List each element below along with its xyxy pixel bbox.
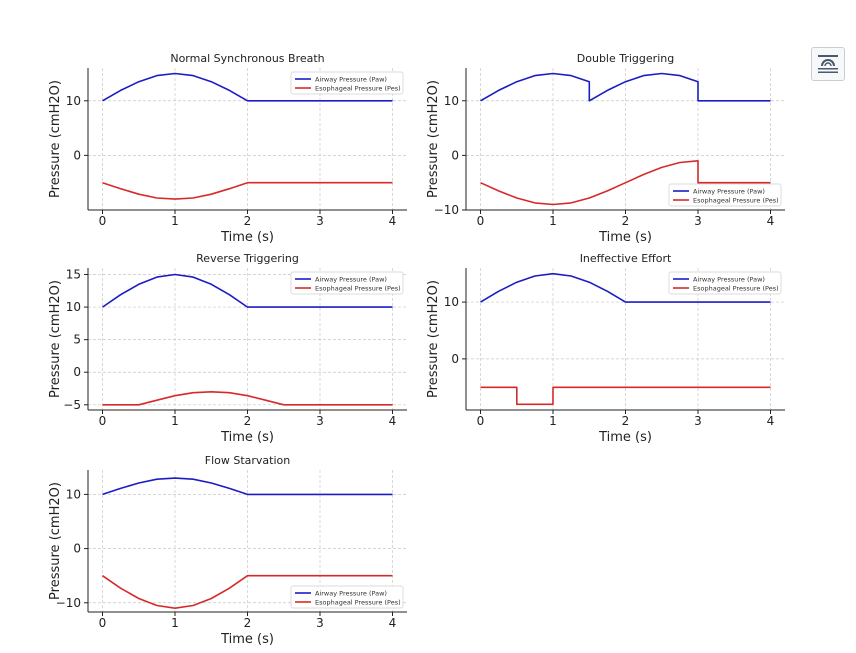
x-tick-label: 2	[622, 414, 630, 428]
legend-box	[290, 71, 404, 95]
x-tick-label: 0	[99, 616, 107, 630]
x-tick-label: 0	[99, 214, 107, 228]
x-tick-label: 4	[389, 214, 397, 228]
series-line-pes	[480, 160, 771, 206]
y-tick-label: −5	[63, 398, 81, 412]
series-line-paw	[102, 477, 393, 496]
y-tick-label: 10	[66, 94, 81, 108]
legend-label: Airway Pressure (Paw)	[693, 187, 765, 195]
series-line-pes	[102, 390, 393, 406]
chart-title: Reverse Triggering	[196, 252, 299, 265]
chart-panel: 0 1 2 3 4 0 10 Normal Synchronous Breath Time (s…	[48, 52, 407, 245]
document-icon	[818, 55, 838, 73]
document-view-button[interactable]	[811, 47, 845, 81]
x-tick-label: 1	[171, 414, 179, 428]
legend: Airway Pressure (Paw)Esophageal Pressure…	[290, 71, 404, 95]
y-tick-label: 0	[73, 148, 81, 162]
chart-panel: 0 1 2 3 4 −10 0 10 Flow Starvation Time (s) Pressu…	[48, 454, 407, 647]
chart-title: Normal Synchronous Breath	[170, 52, 324, 65]
y-tick-label: −10	[434, 203, 459, 217]
legend-label: Esophageal Pressure (Pes)	[315, 598, 401, 606]
chart-title: Double Triggering	[577, 52, 674, 65]
chart-panel: 0 1 2 3 4 −5 0 5 10 15 Reverse Triggering Time (s) P…	[48, 252, 407, 445]
x-tick-label: 3	[694, 414, 702, 428]
chart-panel: 0 1 2 3 4 0 10 Ineffective Effort Time (s) Pressu…	[426, 252, 785, 445]
x-tick-label: 3	[316, 616, 324, 630]
legend-label: Esophageal Pressure (Pes)	[315, 84, 401, 92]
y-tick-label: 10	[66, 487, 81, 501]
chart-title: Flow Starvation	[205, 454, 291, 467]
y-tick-label: 0	[451, 352, 459, 366]
x-tick-label: 3	[316, 414, 324, 428]
x-tick-label: 0	[99, 414, 107, 428]
legend-box	[668, 271, 782, 295]
y-axis-label: Pressure (cmH2O)	[48, 280, 63, 398]
x-tick-label: 4	[767, 214, 775, 228]
y-tick-label: 15	[66, 268, 81, 282]
x-tick-label: 0	[477, 414, 485, 428]
y-tick-label: 0	[73, 542, 81, 556]
x-tick-label: 1	[171, 616, 179, 630]
legend-label: Esophageal Pressure (Pes)	[693, 196, 779, 204]
legend-box	[668, 183, 782, 207]
legend-label: Airway Pressure (Paw)	[693, 275, 765, 283]
legend: Airway Pressure (Paw)Esophageal Pressure…	[668, 271, 782, 295]
x-tick-label: 2	[244, 214, 252, 228]
y-axis-label: Pressure (cmH2O)	[426, 80, 441, 198]
legend: Airway Pressure (Paw)Esophageal Pressure…	[668, 183, 782, 207]
series-line-paw	[102, 72, 393, 102]
x-axis-label: Time (s)	[598, 430, 652, 445]
x-tick-label: 3	[694, 214, 702, 228]
x-tick-label: 3	[316, 214, 324, 228]
legend-label: Airway Pressure (Paw)	[315, 275, 387, 283]
legend-label: Esophageal Pressure (Pes)	[315, 284, 401, 292]
x-axis-label: Time (s)	[220, 430, 274, 445]
legend-label: Airway Pressure (Paw)	[315, 75, 387, 83]
chart-title: Ineffective Effort	[580, 252, 672, 265]
y-tick-label: 10	[444, 295, 459, 309]
x-tick-label: 2	[244, 414, 252, 428]
y-tick-label: 0	[73, 365, 81, 379]
series-line-paw	[480, 72, 771, 102]
legend-box	[290, 585, 404, 609]
y-axis-label: Pressure (cmH2O)	[48, 482, 63, 600]
legend-box	[290, 271, 404, 295]
x-axis-label: Time (s)	[220, 230, 274, 245]
y-tick-label: 0	[451, 148, 459, 162]
series-line-pes	[102, 181, 393, 200]
y-axis-label: Pressure (cmH2O)	[48, 80, 63, 198]
x-tick-label: 4	[389, 616, 397, 630]
x-tick-label: 0	[477, 214, 485, 228]
legend: Airway Pressure (Paw)Esophageal Pressure…	[290, 271, 404, 295]
x-tick-label: 4	[389, 414, 397, 428]
series-line-paw	[480, 272, 771, 303]
series-line-pes	[102, 574, 393, 610]
chart-panel: 0 1 2 3 4 −10 0 10 Double Triggering Time (s) Pres…	[426, 52, 785, 245]
x-tick-label: 2	[622, 214, 630, 228]
x-tick-label: 1	[549, 214, 557, 228]
y-tick-label: 5	[73, 333, 81, 347]
y-axis-label: Pressure (cmH2O)	[426, 280, 441, 398]
x-axis-label: Time (s)	[598, 230, 652, 245]
x-tick-label: 1	[171, 214, 179, 228]
y-tick-label: 10	[444, 94, 459, 108]
x-axis-label: Time (s)	[220, 632, 274, 647]
legend-label: Airway Pressure (Paw)	[315, 589, 387, 597]
legend: Airway Pressure (Paw)Esophageal Pressure…	[290, 585, 404, 609]
legend-label: Esophageal Pressure (Pes)	[693, 284, 779, 292]
y-tick-label: −10	[56, 596, 81, 610]
x-tick-label: 4	[767, 414, 775, 428]
x-tick-label: 2	[244, 616, 252, 630]
series-line-paw	[102, 273, 393, 308]
series-line-pes	[480, 386, 771, 406]
x-tick-label: 1	[549, 414, 557, 428]
y-tick-label: 10	[66, 300, 81, 314]
